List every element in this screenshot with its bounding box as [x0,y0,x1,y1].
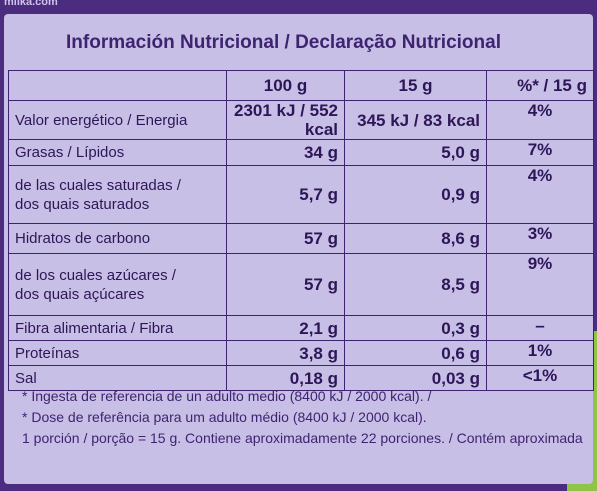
cell: 7% [486,139,594,166]
label-line: dos quais saturados [15,195,150,213]
row-label: Fibra alimentaria / Fibra [8,315,227,341]
footnote: * Ingesta de referencia de un adulto med… [22,388,432,404]
cell: 8,5 g [344,253,487,316]
row-label: de las cuales saturadas / dos quais satur… [8,165,227,224]
cell: <1% [486,365,594,391]
cell: 0,3 g [344,315,487,341]
cell: 0,03 g [344,365,487,391]
cell: 5,7 g [226,165,345,224]
cell: 9% [486,253,594,316]
cell: 2,1 g [226,315,345,341]
footnote: * Dose de referência para um adulto médi… [22,409,427,425]
row-label: Sal [8,365,227,391]
cell: 5,0 g [344,139,487,166]
footnote: 1 porción / porção = 15 g. Contiene apro… [22,430,583,446]
site-url: milka.com [4,0,58,8]
cell: 57 g [226,223,345,254]
label-line: Hidratos de carbono [15,230,151,247]
label-line: Sal [15,369,37,387]
table-row: de los cuales azúcares / dos quais açúcar… [8,253,594,316]
row-label: Hidratos de carbono [8,223,227,254]
cell: 3,8 g [226,340,345,366]
label-line: dos quais açúcares [15,285,145,303]
cell: 345 kJ / 83 kcal [344,100,487,140]
row-label: Valor energético / Energia [8,100,227,140]
cell: 3% [486,223,594,254]
label-line: Proteínas [15,344,80,362]
header-row: 100 g 15 g %* / 15 g [8,70,594,101]
nutrition-table: 100 g 15 g %* / 15 g Valor energético / Ene… [8,70,594,391]
label-line: Valor energético / Energia [15,111,188,129]
cell: 4% [486,100,594,140]
label-panel: Información Nutricional / Declaração Nut… [4,14,594,484]
footnotes: * Ingesta de referencia de un adulto med… [22,386,583,449]
header-cell: 100 g [226,70,345,101]
header-cell: 15 g [344,70,487,101]
table-row: Hidratos de carbono 57 g 8,6 g 3% [8,223,594,254]
table-row: Valor energético / Energia 2301 kJ / 552 … [8,100,594,140]
header-cell: %* / 15 g [486,70,594,101]
header-cell [8,70,227,101]
row-label: Proteínas [8,340,227,366]
row-label: Grasas / Lípidos [8,139,227,166]
label-line: de los cuales azúcares / [15,266,176,284]
label-line: de las cuales saturadas / [15,176,181,194]
cell: 0,18 g [226,365,345,391]
row-label: de los cuales azúcares / dos quais açúcar… [8,253,227,316]
title: Información Nutricional / Declaração Nut… [66,32,501,53]
cell: 2301 kJ / 552 kcal [226,100,345,140]
cell: – [486,315,594,341]
table-row: Sal 0,18 g 0,03 g <1% [8,365,594,391]
table-row: Proteínas 3,8 g 0,6 g 1% [8,340,594,366]
cell: 1% [486,340,594,366]
table-row: Grasas / Lípidos 34 g 5,0 g 7% [8,139,594,166]
table-row: de las cuales saturadas / dos quais satur… [8,165,594,224]
cell: 57 g [226,253,345,316]
cell: 0,9 g [344,165,487,224]
label-line: Grasas / Lípidos [15,144,125,161]
cell: 8,6 g [344,223,487,254]
cell: 4% [486,165,594,224]
cell: 34 g [226,139,345,166]
table-row: Fibra alimentaria / Fibra 2,1 g 0,3 g – [8,315,594,341]
cell: 0,6 g [344,340,487,366]
label-line: Fibra alimentaria / Fibra [15,319,174,337]
